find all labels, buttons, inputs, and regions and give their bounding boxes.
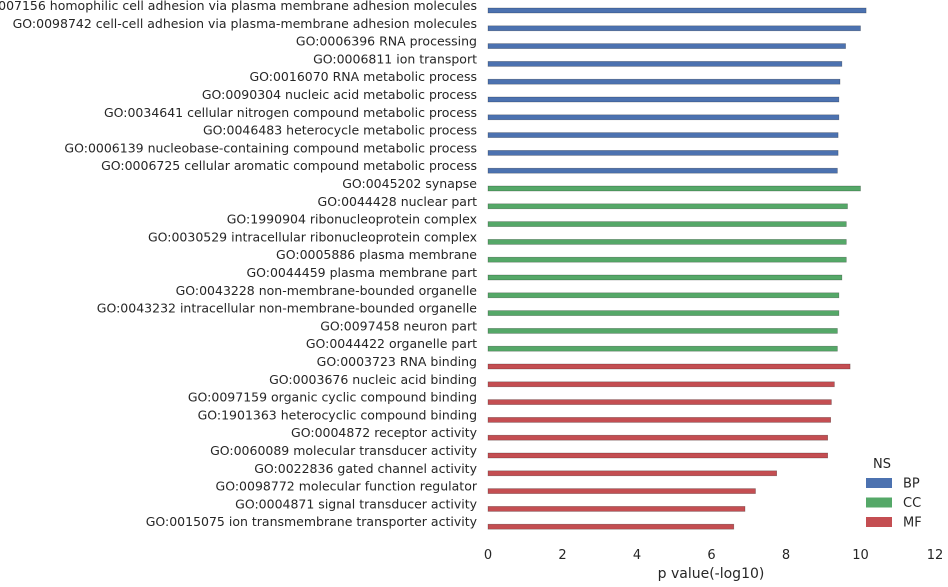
- x-tick-label: 0: [484, 548, 492, 563]
- category-label: GO:0006396 RNA processing: [296, 34, 477, 49]
- legend-label-bp: BP: [903, 477, 920, 492]
- category-label: GO:0006811 ion transport: [313, 51, 477, 66]
- bar-cc: [487, 310, 840, 316]
- category-label: GO:0007156 homophilic cell adhesion via …: [0, 0, 477, 13]
- category-label: GO:0090304 nucleic acid metabolic proces…: [202, 87, 477, 102]
- bar-mf: [487, 381, 835, 388]
- bar-cc: [487, 328, 838, 334]
- legend-label-cc: CC: [903, 496, 921, 511]
- x-tick-label: 12: [927, 548, 944, 563]
- category-label: GO:0098772 molecular function regulator: [216, 479, 478, 494]
- category-label: GO:1901363 heterocyclic compound binding: [198, 407, 477, 422]
- legend-swatch-cc: [866, 497, 892, 508]
- bar-bp: [487, 25, 861, 32]
- bar-mf: [487, 363, 851, 370]
- bar-cc: [487, 274, 843, 281]
- x-tick-label: 4: [633, 548, 641, 563]
- category-label: GO:0003676 nucleic acid binding: [269, 372, 477, 387]
- x-tick-label: 10: [852, 548, 869, 563]
- bars-layer: [487, 7, 867, 530]
- bar-cc: [487, 239, 847, 245]
- bar-cc: [487, 185, 861, 192]
- bar-bp: [487, 78, 841, 85]
- bar-bp: [487, 43, 846, 49]
- x-tick-label: 6: [707, 548, 715, 563]
- bar-cc: [487, 203, 848, 210]
- bar-cc: [487, 221, 847, 227]
- category-label: GO:0097159 organic cyclic compound bindi…: [188, 390, 477, 405]
- category-label: GO:0016070 RNA metabolic process: [249, 69, 477, 84]
- bar-cc: [487, 345, 838, 352]
- bar-bp: [487, 167, 838, 174]
- category-label: GO:0004871 signal transducer activity: [235, 496, 477, 511]
- category-labels: GO:0007156 homophilic cell adhesion via …: [0, 0, 478, 529]
- bar-mf: [487, 506, 746, 512]
- category-label: GO:0044428 nuclear part: [318, 194, 478, 209]
- legend-title: NS: [873, 457, 891, 472]
- category-label: GO:0060089 molecular transducer activity: [210, 443, 478, 458]
- category-label: GO:0015075 ion transmembrane transporter…: [146, 514, 478, 529]
- bar-cc: [487, 292, 840, 299]
- legend-label-mf: MF: [903, 516, 922, 531]
- category-label: GO:0043228 non-membrane-bounded organell…: [176, 283, 478, 298]
- x-axis: 0 2 4 6 8 10 12: [484, 548, 943, 563]
- x-tick-label: 2: [558, 548, 566, 563]
- x-axis-label: p value(-log10): [658, 566, 765, 582]
- bar-bp: [487, 132, 839, 138]
- category-label: GO:0046483 heterocycle metabolic process: [203, 123, 477, 138]
- category-label: GO:0043232 intracellular non-membrane-bo…: [97, 301, 478, 316]
- category-label: GO:0045202 synapse: [342, 176, 477, 191]
- bar-bp: [487, 7, 867, 14]
- category-label: GO:0022836 gated channel activity: [254, 461, 477, 476]
- bar-bp: [487, 96, 840, 103]
- category-label: GO:0006725 cellular aromatic compound me…: [101, 158, 477, 173]
- category-label: GO:0005886 plasma membrane: [276, 247, 477, 262]
- category-label: GO:0044422 organelle part: [306, 336, 477, 351]
- legend: NS BP CC MF: [866, 457, 922, 531]
- bar-bp: [487, 150, 839, 156]
- category-label: GO:0004872 receptor activity: [291, 425, 478, 440]
- legend-swatch-mf: [866, 517, 892, 527]
- bar-cc: [487, 256, 847, 263]
- category-label: GO:0030529 intracellular ribonucleoprote…: [148, 229, 477, 244]
- bar-bp: [487, 114, 840, 121]
- category-label: GO:0003723 RNA binding: [317, 354, 477, 369]
- bar-mf: [487, 417, 832, 423]
- category-label: GO:0034641 cellular nitrogen compound me…: [104, 105, 477, 120]
- x-tick-label: 8: [782, 548, 790, 563]
- bar-mf: [487, 470, 778, 477]
- bar-mf: [487, 434, 829, 441]
- bar-bp: [487, 61, 843, 67]
- bar-mf: [487, 488, 756, 494]
- bar-mf: [487, 399, 832, 405]
- category-label: GO:0098742 cell-cell adhesion via plasma…: [13, 16, 477, 31]
- category-label: GO:1990904 ribonucleoprotein complex: [227, 212, 477, 227]
- bar-mf: [487, 452, 829, 459]
- bar-mf: [487, 523, 735, 530]
- category-label: GO:0044459 plasma membrane part: [246, 265, 477, 280]
- category-label: GO:0097458 neuron part: [320, 318, 477, 333]
- category-label: GO:0006139 nucleobase-containing compoun…: [64, 140, 477, 155]
- legend-swatch-bp: [866, 478, 892, 488]
